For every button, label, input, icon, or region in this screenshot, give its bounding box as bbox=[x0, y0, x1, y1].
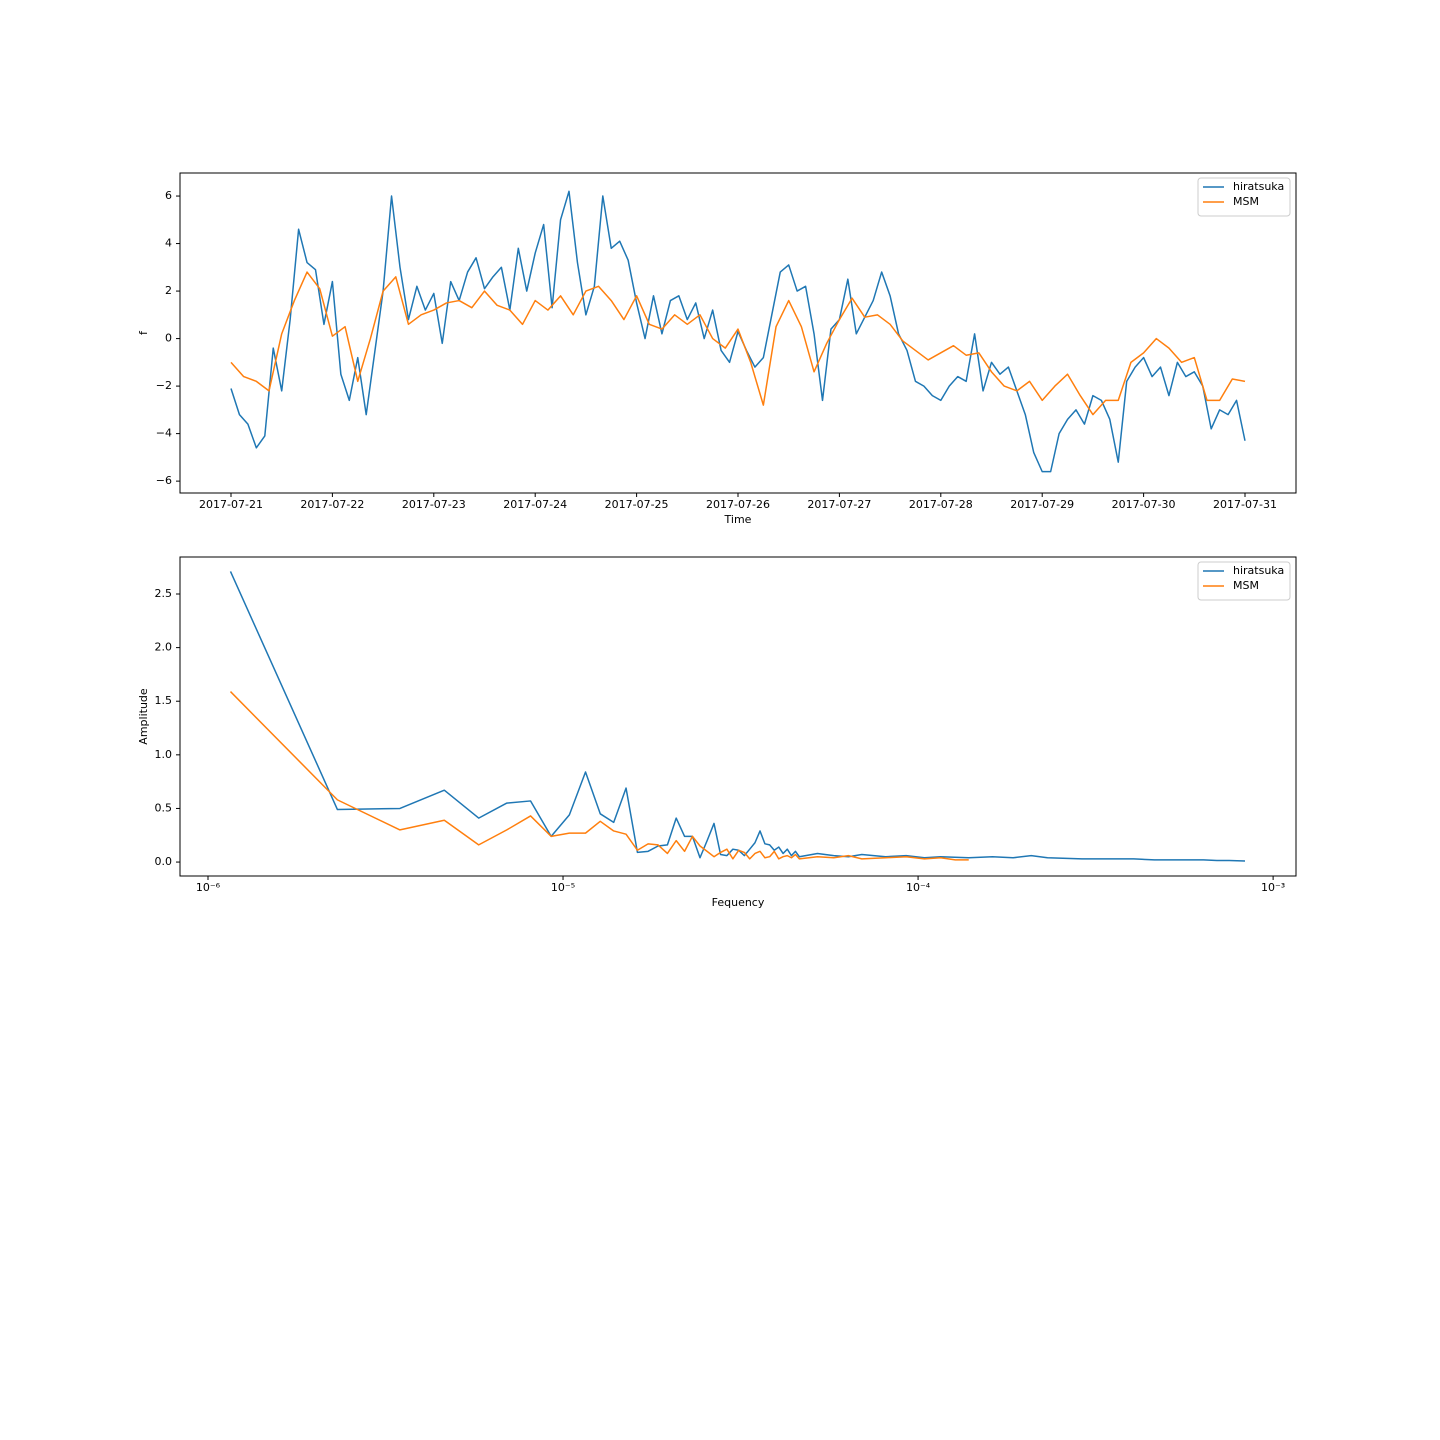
y-tick-label: −6 bbox=[156, 474, 172, 487]
x-tick-label: 2017-07-30 bbox=[1112, 498, 1176, 511]
legend-label: hiratsuka bbox=[1233, 180, 1284, 193]
y-tick-label: −2 bbox=[156, 379, 172, 392]
x-axis-label: Fequency bbox=[712, 896, 765, 909]
x-tick-label: 10⁻⁴ bbox=[906, 881, 931, 894]
x-tick-label: 2017-07-29 bbox=[1010, 498, 1074, 511]
y-tick-label: 1.5 bbox=[155, 694, 173, 707]
y-axis-label: f bbox=[137, 330, 150, 335]
x-tick-label: 10⁻⁵ bbox=[551, 881, 575, 894]
y-tick-label: 0 bbox=[165, 332, 172, 345]
legend-label: MSM bbox=[1233, 579, 1259, 592]
y-tick-label: 2.5 bbox=[155, 587, 173, 600]
legend: hiratsuka MSM bbox=[1197, 561, 1291, 601]
y-tick-label: 6 bbox=[165, 189, 172, 202]
series-line bbox=[229, 571, 1246, 862]
x-tick-label: 2017-07-25 bbox=[605, 498, 669, 511]
y-tick-label: −4 bbox=[156, 427, 172, 440]
legend: hiratsuka MSM bbox=[1197, 177, 1291, 217]
y-tick-label: 4 bbox=[165, 237, 172, 250]
axes-frame bbox=[179, 172, 1297, 494]
x-tick-label: 2017-07-27 bbox=[807, 498, 871, 511]
y-tick-label: 0.5 bbox=[155, 801, 173, 814]
y-tick-label: 0.0 bbox=[155, 855, 173, 868]
y-tick-label: 2.0 bbox=[155, 641, 173, 654]
legend-label: hiratsuka bbox=[1233, 564, 1284, 577]
axes: −6 −4 −2 0 2 4 6 2017-07-21 2017-07-22 2017-07-23… bbox=[137, 172, 1297, 526]
y-tick-label: 1.0 bbox=[155, 748, 173, 761]
axes: 0.0 0.5 1.0 1.5 2.0 2.5 10⁻⁶ 10⁻⁵ 10⁻⁴ 10⁻³ Fequen… bbox=[137, 556, 1297, 909]
x-axis-label: Time bbox=[724, 513, 752, 526]
x-tick-label: 2017-07-31 bbox=[1213, 498, 1277, 511]
x-tick-label: 2017-07-23 bbox=[402, 498, 466, 511]
y-tick-label: 2 bbox=[165, 284, 172, 297]
x-tick-label: 10⁻⁶ bbox=[196, 881, 221, 894]
y-axis-label: Amplitude bbox=[137, 688, 150, 745]
x-tick-label: 2017-07-21 bbox=[199, 498, 263, 511]
series-line bbox=[229, 691, 969, 861]
series-line bbox=[230, 190, 1246, 473]
legend-label: MSM bbox=[1233, 195, 1259, 208]
x-tick-label: 2017-07-22 bbox=[300, 498, 364, 511]
x-tick-label: 2017-07-28 bbox=[909, 498, 973, 511]
x-tick-label: 2017-07-26 bbox=[706, 498, 770, 511]
series-line bbox=[230, 271, 1246, 416]
x-tick-label: 10⁻³ bbox=[1261, 881, 1285, 894]
axes-frame bbox=[179, 556, 1297, 877]
x-tick-label: 2017-07-24 bbox=[503, 498, 567, 511]
